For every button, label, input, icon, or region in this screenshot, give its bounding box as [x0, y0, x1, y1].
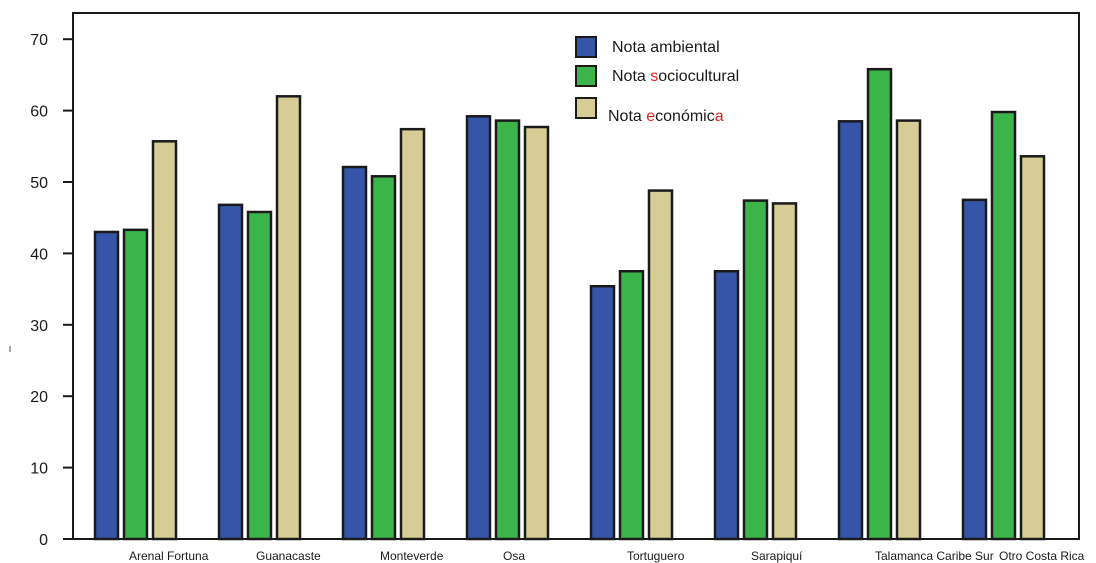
bar [494, 119, 521, 541]
bar [523, 125, 550, 541]
bar [246, 210, 273, 541]
bar [990, 110, 1017, 541]
bar [837, 120, 864, 541]
bar [961, 198, 988, 541]
bar [465, 115, 492, 541]
bar [895, 119, 922, 541]
bar [341, 165, 368, 541]
x-tick-label: Sarapiquí [751, 549, 803, 563]
bar [713, 270, 740, 541]
legend-swatch-sociocultural [575, 65, 597, 87]
legend-swatch-economica [575, 97, 597, 119]
y-tick-label: 70 [30, 32, 48, 49]
y-tick-label: 60 [30, 104, 48, 121]
bar [93, 230, 120, 541]
bar [866, 67, 893, 541]
x-axis: Arenal Fortuna Guanacaste Monteverde Osa Tor… [129, 549, 1085, 563]
bar [1019, 155, 1046, 541]
x-tick-label: Monteverde [380, 549, 444, 563]
bars [93, 67, 1046, 541]
y-tick-label: 10 [30, 461, 48, 478]
legend-label-ambiental: Nota ambiental [612, 39, 720, 56]
bar [399, 127, 426, 541]
bar [589, 284, 616, 541]
legend-label-economica: Nota económica [608, 108, 724, 125]
y-tick-label: 20 [30, 389, 48, 406]
bar [151, 140, 178, 541]
legend-swatch-ambiental [575, 36, 597, 58]
x-tick-label: Talamanca Caribe Sur [875, 549, 994, 563]
bar [618, 270, 645, 541]
y-tick-label: 40 [30, 246, 48, 263]
x-tick-label: Tortuguero [627, 549, 685, 563]
bar [122, 228, 149, 541]
plot-frame [72, 12, 1080, 540]
y-tick-label: 50 [30, 175, 48, 192]
bar [370, 175, 397, 541]
y-axis: 0 10 20 30 40 50 60 70 [30, 32, 73, 549]
bar [742, 199, 769, 541]
legend: Nota ambiental Nota sociocultural Nota e… [575, 36, 739, 125]
y-tick-label: 0 [39, 532, 48, 549]
x-tick-label: Arenal Fortuna [129, 549, 209, 563]
x-tick-label: Otro Costa Rica [999, 549, 1085, 563]
y-tick-label: 30 [30, 318, 48, 335]
bar [275, 95, 302, 541]
bar [771, 202, 798, 541]
bar [217, 203, 244, 541]
bar [647, 189, 674, 541]
x-tick-label: Osa [503, 549, 525, 563]
x-tick-label: Guanacaste [256, 549, 321, 563]
legend-label-sociocultural: Nota sociocultural [612, 68, 739, 85]
